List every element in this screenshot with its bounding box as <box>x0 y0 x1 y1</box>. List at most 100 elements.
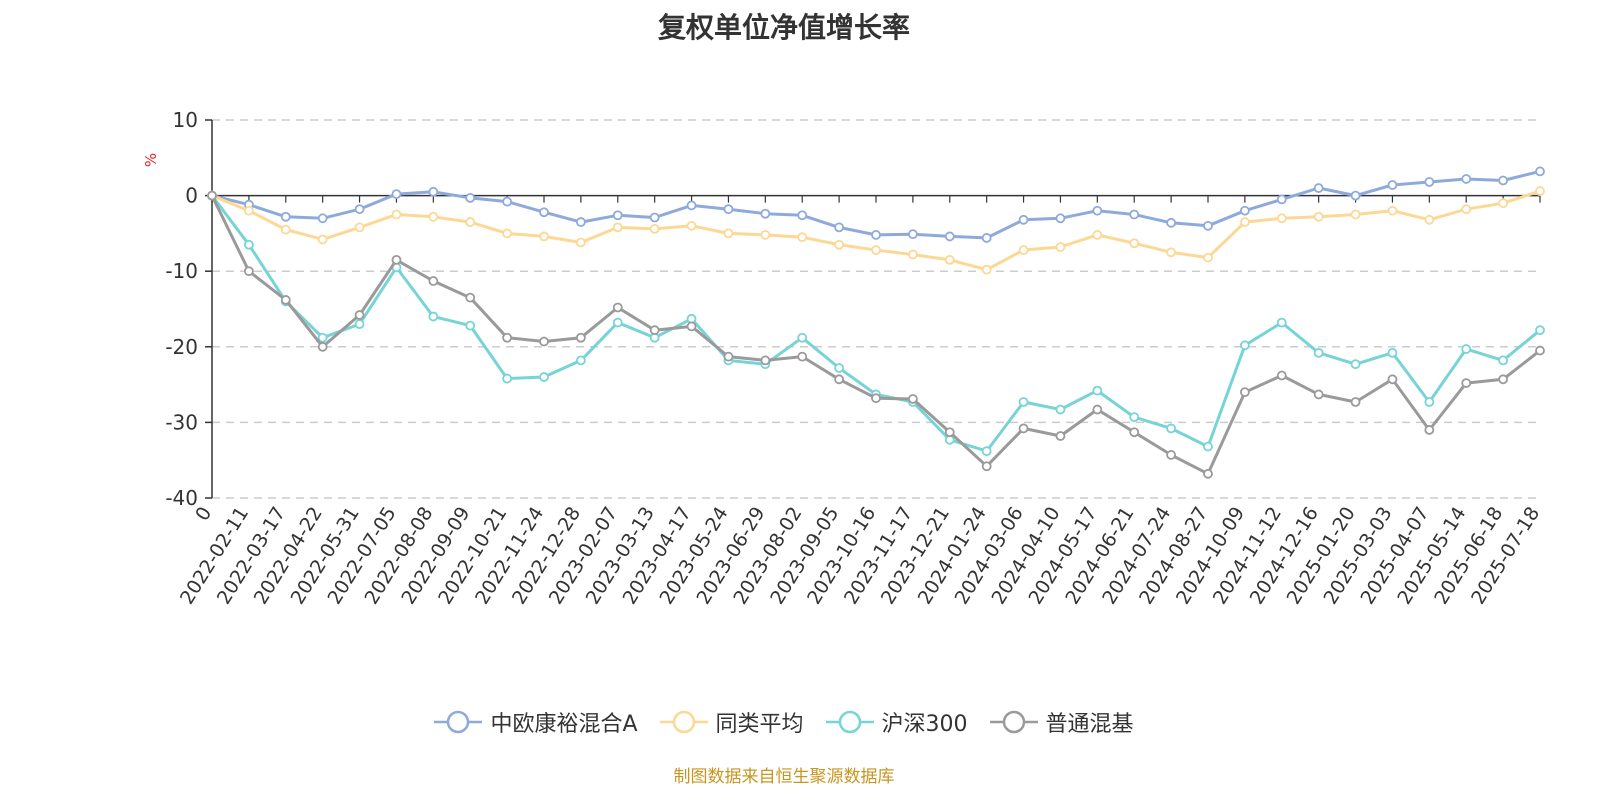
data-point <box>981 233 992 243</box>
data-point <box>465 192 476 203</box>
data-point <box>1166 450 1177 460</box>
data-point <box>907 229 918 240</box>
data-point <box>797 351 808 362</box>
data-point <box>1535 345 1545 356</box>
data-point <box>612 317 623 328</box>
data-point <box>465 320 476 331</box>
data-point <box>243 239 254 250</box>
data-point <box>1498 175 1509 186</box>
data-point <box>1129 412 1140 423</box>
data-point <box>1055 242 1066 252</box>
data-point <box>391 209 402 220</box>
y-tick-label: -10 <box>165 259 198 283</box>
data-point <box>280 211 291 222</box>
data-point <box>1055 213 1066 224</box>
legend-label: 沪深300 <box>881 712 968 737</box>
data-point <box>871 393 881 404</box>
y-tick-label: -40 <box>165 486 198 510</box>
legend-line-circle-icon <box>659 710 708 734</box>
data-point <box>502 373 513 384</box>
data-point <box>1092 230 1103 240</box>
data-point <box>575 217 586 227</box>
data-point <box>575 355 586 366</box>
chart-title: 复权单位净值增长率 <box>657 11 910 44</box>
data-point <box>1535 166 1545 177</box>
data-point <box>280 224 291 235</box>
data-point <box>502 332 513 343</box>
data-point <box>575 237 586 248</box>
data-point <box>243 266 254 277</box>
data-point <box>1387 205 1398 216</box>
series-3 <box>207 190 1545 479</box>
data-point <box>760 355 771 366</box>
data-point <box>317 341 328 352</box>
data-point <box>649 212 660 223</box>
y-tick-label: -20 <box>165 335 198 359</box>
data-point <box>1239 217 1250 227</box>
data-point <box>575 332 586 343</box>
data-point <box>686 321 697 332</box>
series-lines <box>207 166 1545 479</box>
data-point <box>317 213 328 224</box>
data-point <box>907 249 918 260</box>
data-point <box>354 204 365 215</box>
data-point <box>1166 217 1177 228</box>
data-point <box>612 210 623 221</box>
data-point <box>1350 190 1361 201</box>
data-point <box>1129 209 1140 220</box>
data-point <box>1461 174 1472 184</box>
legend-item[interactable]: 中欧康裕混合A <box>434 706 638 738</box>
x-tick-label: 0 <box>191 503 216 525</box>
data-point <box>723 204 734 215</box>
data-point <box>944 231 955 242</box>
y-tick-label: -30 <box>165 410 198 434</box>
data-point <box>1092 385 1103 396</box>
data-point <box>944 254 955 265</box>
data-point <box>1461 344 1472 354</box>
data-point <box>1203 441 1213 452</box>
data-point <box>1166 423 1177 434</box>
data-point <box>502 196 513 207</box>
data-point <box>1276 317 1287 328</box>
data-point <box>686 220 697 231</box>
data-point <box>1239 387 1250 398</box>
data-point <box>1350 397 1361 407</box>
data-point <box>354 310 365 320</box>
data-point <box>1055 431 1066 441</box>
data-point <box>723 228 734 239</box>
data-point <box>1424 397 1435 407</box>
data-point <box>502 228 513 239</box>
line-chart: 100-10-20-30-4002022-02-112022-03-172022… <box>142 108 1545 608</box>
data-point <box>1129 427 1140 438</box>
data-point <box>1203 220 1213 231</box>
legend: 中欧康裕混合A 同类平均 沪深300 普通混基 <box>0 706 1568 738</box>
data-point <box>465 292 476 303</box>
data-point <box>1203 468 1213 479</box>
legend-item[interactable]: 普通混基 <box>989 706 1134 738</box>
data-point <box>649 325 660 336</box>
data-point <box>1387 374 1398 385</box>
data-point <box>944 427 955 438</box>
series-line <box>211 169 1541 240</box>
data-point <box>428 186 439 197</box>
legend-line-circle-icon <box>989 710 1038 734</box>
series-0 <box>207 166 1545 243</box>
data-point <box>760 230 771 240</box>
data-point <box>981 446 992 457</box>
data-point <box>1424 425 1435 435</box>
data-point <box>280 295 291 305</box>
data-point <box>1239 205 1250 216</box>
data-point <box>797 232 808 243</box>
legend-line-circle-icon <box>825 710 874 734</box>
data-point <box>1350 209 1361 220</box>
data-point <box>612 222 623 233</box>
data-point <box>1350 359 1361 370</box>
data-point <box>317 332 328 343</box>
legend-item[interactable]: 同类平均 <box>659 706 804 738</box>
axes <box>205 119 1541 499</box>
data-point <box>1166 247 1177 258</box>
data-point <box>723 351 734 362</box>
data-point <box>428 211 439 222</box>
data-point <box>1461 204 1472 215</box>
legend-item[interactable]: 沪深300 <box>825 706 968 738</box>
